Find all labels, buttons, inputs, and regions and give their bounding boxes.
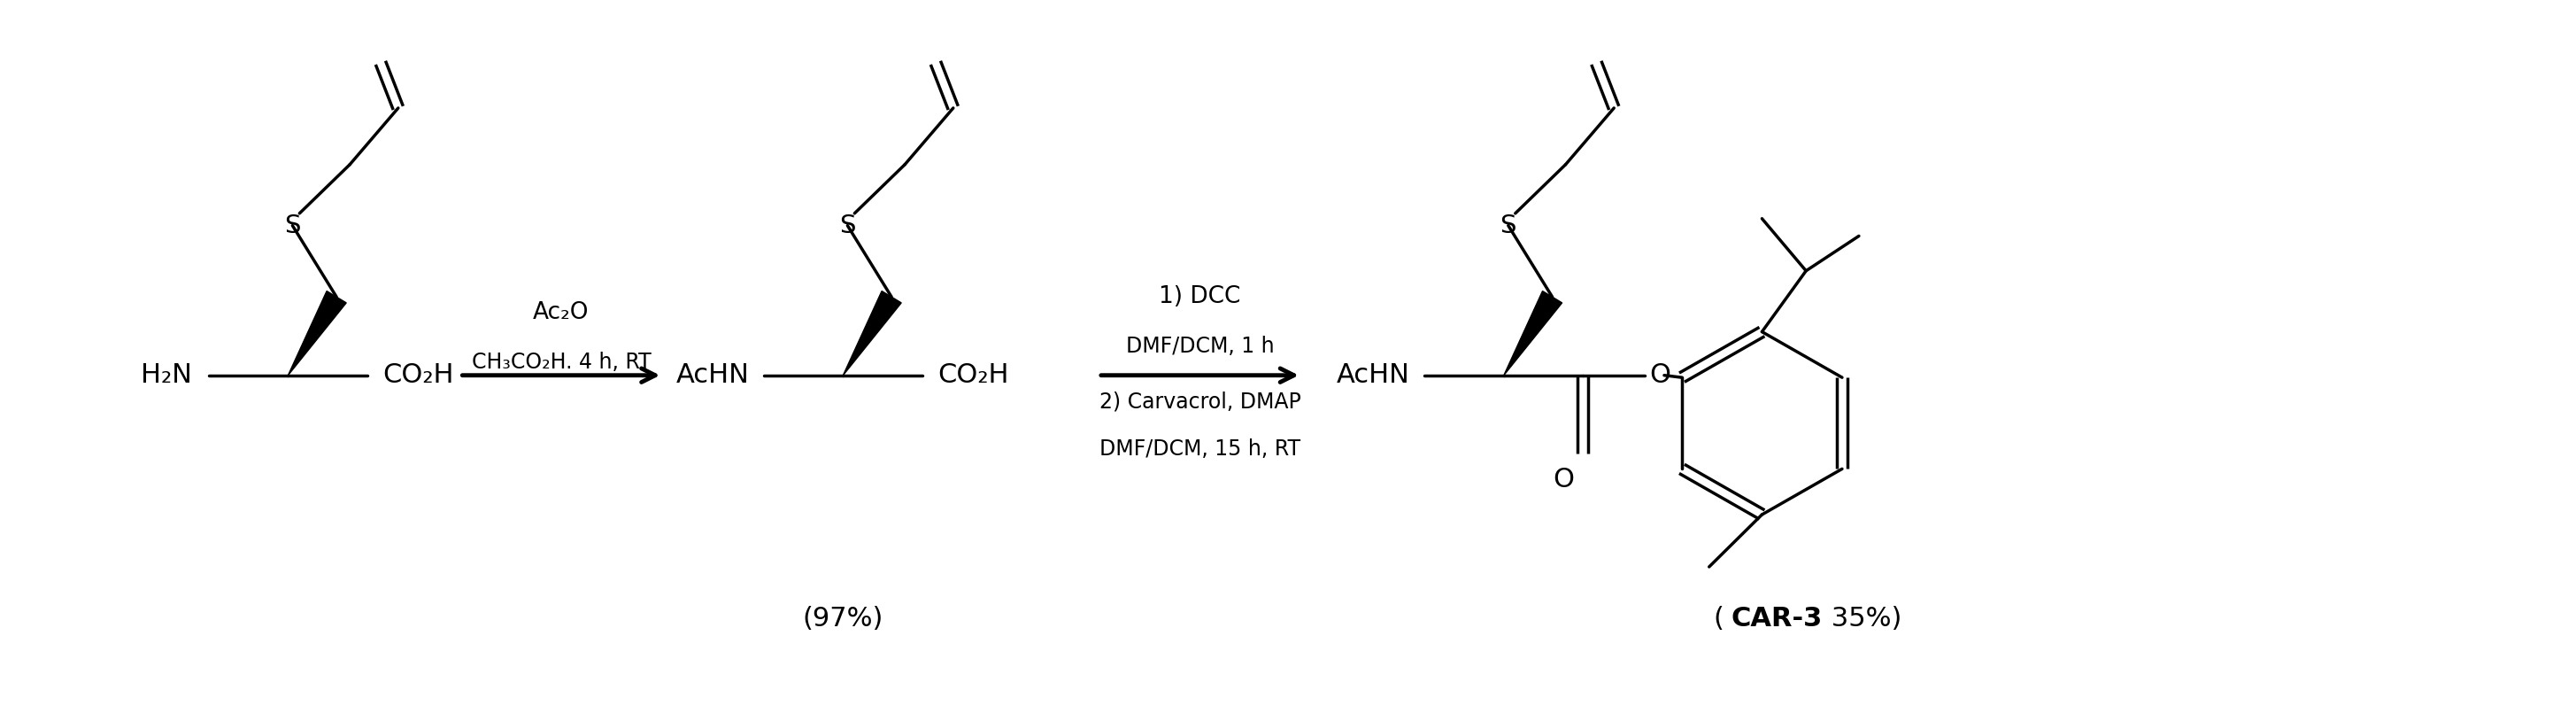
Text: AcHN: AcHN <box>675 363 750 388</box>
Text: AcHN: AcHN <box>1337 363 1409 388</box>
Text: O: O <box>1553 467 1574 492</box>
Text: Ac₂O: Ac₂O <box>533 301 590 324</box>
Polygon shape <box>1504 291 1561 376</box>
Text: CO₂H: CO₂H <box>384 363 453 388</box>
Text: DMF/DCM, 15 h, RT: DMF/DCM, 15 h, RT <box>1100 438 1301 460</box>
Text: CO₂H: CO₂H <box>938 363 1010 388</box>
Text: 35%): 35%) <box>1824 606 1901 632</box>
Polygon shape <box>842 291 902 376</box>
Text: H₂N: H₂N <box>142 363 193 388</box>
Text: CAR-3: CAR-3 <box>1731 606 1824 632</box>
Text: 2) Carvacrol, DMAP: 2) Carvacrol, DMAP <box>1100 391 1301 412</box>
Text: O: O <box>1649 363 1669 388</box>
Text: CH₃CO₂H. 4 h, RT: CH₃CO₂H. 4 h, RT <box>471 352 652 373</box>
Text: S: S <box>1499 213 1517 238</box>
Text: S: S <box>840 213 855 238</box>
Text: S: S <box>283 213 301 238</box>
Text: DMF/DCM, 1 h: DMF/DCM, 1 h <box>1126 336 1275 357</box>
Text: 1) DCC: 1) DCC <box>1159 286 1242 309</box>
Polygon shape <box>289 291 345 376</box>
Text: (: ( <box>1713 606 1723 632</box>
Text: (97%): (97%) <box>804 606 884 632</box>
